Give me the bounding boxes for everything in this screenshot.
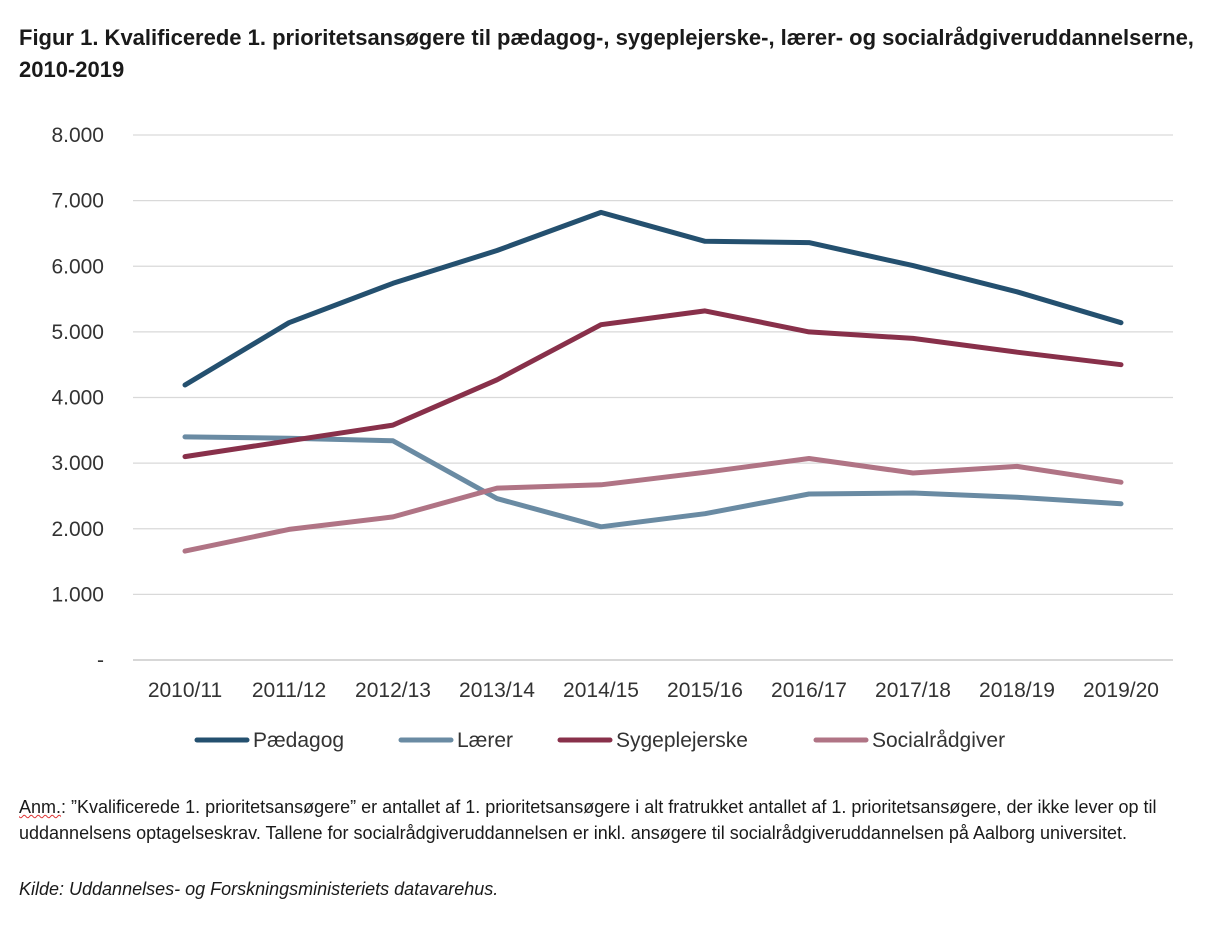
legend-label: Lærer: [457, 729, 513, 752]
x-tick-label: 2012/13: [355, 679, 431, 702]
x-tick-label: 2014/15: [563, 679, 639, 702]
x-tick-label: 2011/12: [252, 679, 326, 702]
y-tick-label: 6.000: [51, 255, 104, 278]
y-tick-label: 3.000: [51, 452, 104, 475]
series-line-lærer: [182, 434, 1124, 530]
chart-title: Figur 1. Kvalificerede 1. prioritetsansø…: [19, 25, 1194, 82]
note-text: : ”Kvalificerede 1. prioritetsansøgere” …: [19, 797, 1157, 843]
y-tick-label: 1.000: [51, 583, 104, 606]
series-line-pædagog: [182, 209, 1124, 388]
x-tick-label: 2013/14: [459, 679, 535, 702]
note-prefix: Anm.: [19, 797, 62, 817]
x-axis-tick-labels: 2010/11 2011/12 2012/13 2013/14 2014/15 2015/…: [148, 679, 1159, 702]
x-tick-label: 2015/16: [667, 679, 743, 702]
x-tick-label: 2017/18: [875, 679, 951, 702]
y-tick-label: -: [97, 649, 104, 672]
y-axis-tick-labels: - 1.000 2.000 3.000 4.000 5.000 6.000 7.000 8.00…: [51, 124, 104, 672]
legend-label: Socialrådgiver: [872, 729, 1005, 752]
gridlines: [133, 134, 1173, 661]
legend-label: Sygeplejerske: [616, 729, 748, 752]
series-lines: [182, 209, 1124, 554]
chart-note: Anm.: ”Kvalificerede 1. prioritetsansøge…: [19, 794, 1209, 846]
y-tick-label: 2.000: [51, 518, 104, 541]
x-tick-label: 2010/11: [148, 679, 222, 702]
y-tick-label: 4.000: [51, 387, 104, 410]
x-tick-label: 2019/20: [1083, 679, 1159, 702]
series-line-sygeplejerske: [182, 308, 1124, 460]
legend-label: Pædagog: [253, 729, 344, 752]
y-tick-label: 8.000: [51, 124, 104, 147]
y-tick-label: 7.000: [51, 190, 104, 213]
y-tick-label: 5.000: [51, 321, 104, 344]
series-line-socialrådgiver: [182, 456, 1124, 554]
chart-source: Kilde: Uddannelses- og Forskningsministe…: [19, 879, 499, 899]
x-tick-label: 2016/17: [771, 679, 847, 702]
legend: Pædagog Lærer Sygeplejerske Socialrådgiver: [194, 729, 1005, 752]
line-chart: - 1.000 2.000 3.000 4.000 5.000 6.000 7.000 8.00…: [51, 124, 1173, 752]
x-tick-label: 2018/19: [979, 679, 1055, 702]
